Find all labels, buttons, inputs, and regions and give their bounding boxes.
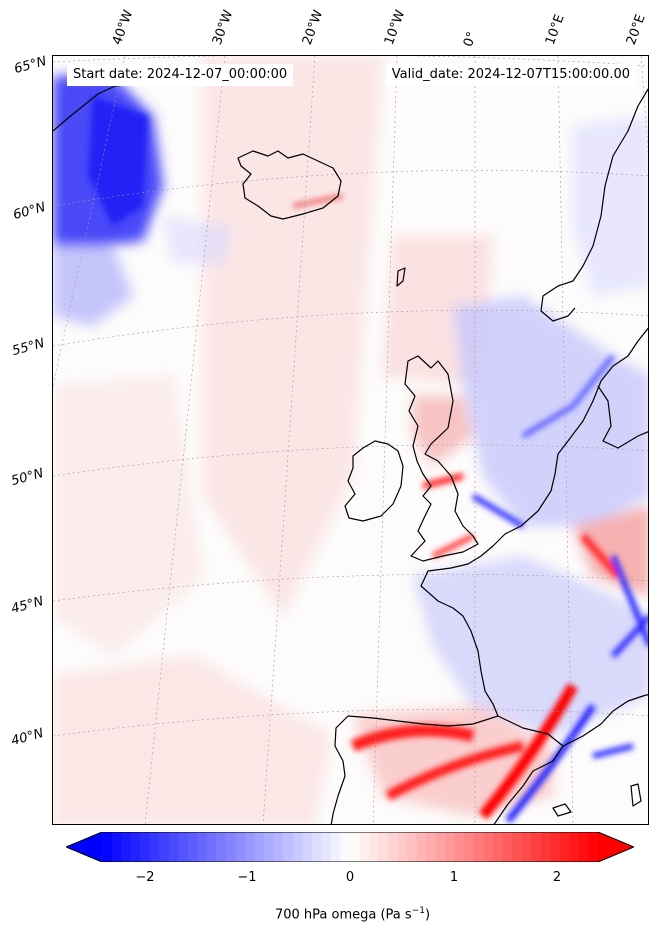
map-panel[interactable]: Start date: 2024-12-07_00:00:00 Valid_da… (52, 55, 649, 825)
colorbar-tick-label: −2 (135, 870, 155, 885)
colorbar-segment (340, 832, 351, 862)
coastline-corsica (630, 783, 642, 807)
valid-date-label: Valid_date: 2024-12-07T15:00:00.00 (385, 64, 636, 86)
colorbar-segment (550, 832, 561, 862)
colorbar-segment (502, 832, 513, 862)
colorbar-label: 700 hPa omega (Pa s−1) (274, 906, 431, 923)
coastline-balearic (552, 803, 572, 817)
longitude-label-20e: 20°E (623, 12, 649, 48)
colorbar (66, 832, 634, 862)
colorbar-tick-label: 0 (345, 870, 355, 885)
colorbar-segment (226, 832, 237, 862)
coastline-iceland (237, 150, 342, 220)
colorbar-segment (187, 832, 198, 862)
colorbar-segment (111, 832, 122, 862)
colorbar-segment (292, 832, 303, 862)
colorbar-segment (121, 832, 132, 862)
colorbar-segment (235, 832, 246, 862)
colorbar-segment (149, 832, 160, 862)
colorbar-extend-max (598, 832, 634, 862)
colorbar-segment (397, 832, 408, 862)
colorbar-segment (378, 832, 389, 862)
omega-field-features (88, 96, 648, 824)
colorbar-segment (159, 832, 170, 862)
colorbar-segment (216, 832, 227, 862)
colorbar-segment (483, 832, 494, 862)
latitude-label-50n: 50°N (9, 466, 46, 489)
colorbar-units-exponent: −1 (411, 906, 425, 916)
colorbar-segment (178, 832, 189, 862)
colorbar-segment (311, 832, 322, 862)
longitude-label-20w: 20°W (299, 8, 327, 47)
colorbar-extend-min (66, 832, 102, 862)
colorbar-segment (273, 832, 284, 862)
colorbar-segment (445, 832, 456, 862)
colorbar-segment (493, 832, 504, 862)
latitude-label-60n: 60°N (11, 200, 48, 223)
colorbar-segment (559, 832, 570, 862)
colorbar-units: Pa s (385, 907, 412, 923)
coastline-mediterranean (562, 693, 648, 747)
colorbar-segment (330, 832, 342, 862)
colorbar-segment (416, 832, 427, 862)
colorbar-segment (197, 832, 208, 862)
latitude-label-55n: 55°N (10, 336, 47, 359)
colorbar-segment (540, 832, 551, 862)
colorbar-segment (140, 832, 151, 862)
coastline-norway (540, 88, 648, 322)
coastline-denmark (597, 385, 648, 449)
colorbar-tick-label: 1 (449, 870, 459, 885)
longitude-label-0: 0° (460, 29, 481, 49)
coastlines (53, 73, 648, 824)
omega-field-shading (53, 56, 648, 824)
coastline-iberia (330, 715, 499, 824)
colorbar-segment (435, 832, 446, 862)
colorbar-variable: 700 hPa omega (274, 907, 377, 923)
colorbar-segment (369, 832, 380, 862)
colorbar-segment (359, 832, 370, 862)
longitude-label-30w: 30°W (209, 8, 237, 47)
colorbar-segment (426, 832, 437, 862)
colorbar-segment (531, 832, 542, 862)
coastline-ireland (344, 440, 404, 522)
latitude-label-40n: 40°N (9, 726, 46, 749)
colorbar-segment (350, 832, 361, 862)
colorbar-tick-label: 2 (552, 870, 562, 885)
coastline-faroes (396, 267, 406, 287)
longitude-label-10w: 10°W (381, 8, 409, 47)
colorbar-segment (407, 832, 418, 862)
colorbar-segment (521, 832, 532, 862)
colorbar-segment (102, 832, 113, 862)
colorbar-segment (254, 832, 265, 862)
longitude-label-40w: 40°W (109, 8, 137, 47)
colorbar-segment (168, 832, 179, 862)
colorbar-segment (388, 832, 399, 862)
colorbar-segment (474, 832, 485, 862)
colorbar-segment (464, 832, 475, 862)
colorbar-segment (512, 832, 523, 862)
latitude-label-45n: 45°N (9, 594, 46, 617)
colorbar-segment (130, 832, 141, 862)
colorbar-segment (283, 832, 294, 862)
latitude-label-65n: 65°N (12, 54, 49, 77)
colorbar-tick-label: −1 (237, 870, 257, 885)
graticule-lines (53, 56, 648, 824)
colorbar-segment (569, 832, 580, 862)
colorbar-segment (245, 832, 256, 862)
colorbar-segment (588, 832, 599, 862)
colorbar-segment (578, 832, 590, 862)
colorbar-segment (302, 832, 313, 862)
longitude-label-10e: 10°E (542, 12, 568, 48)
coastline-continental-europe (420, 327, 648, 717)
coastline-great-britain (404, 355, 479, 562)
omega-field-map (53, 56, 648, 824)
start-date-label: Start date: 2024-12-07_00:00:00 (67, 64, 294, 86)
colorbar-segment (321, 832, 332, 862)
colorbar-segment (206, 832, 218, 862)
colorbar-segment (264, 832, 275, 862)
coastline-iberia-east (493, 715, 564, 824)
colorbar-segment (454, 832, 466, 862)
